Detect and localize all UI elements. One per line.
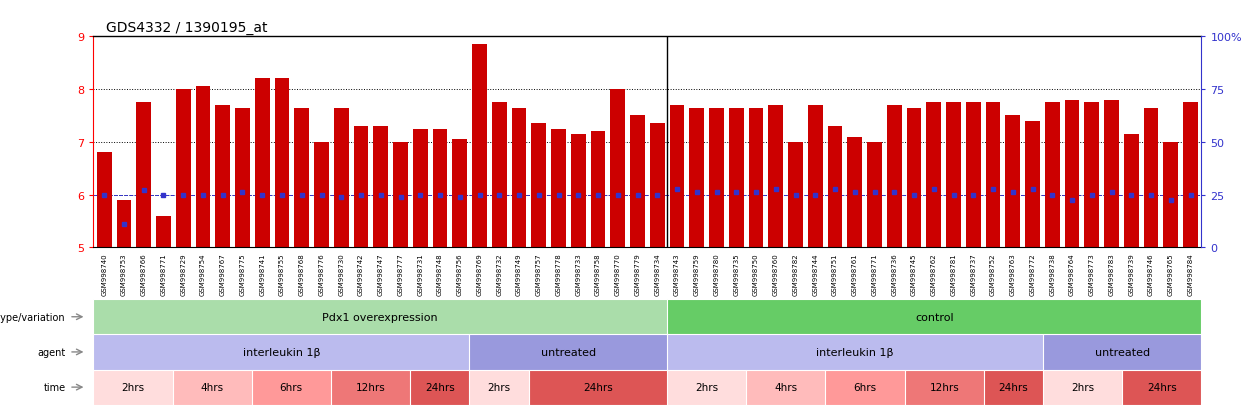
Bar <box>1064 100 1079 248</box>
Bar <box>374 127 388 248</box>
Text: 12hrs: 12hrs <box>356 382 385 392</box>
Bar <box>788 142 803 248</box>
Bar <box>452 140 467 248</box>
Bar <box>1025 121 1040 248</box>
Bar <box>630 116 645 248</box>
Text: interleukin 1β: interleukin 1β <box>817 347 894 357</box>
Bar <box>1084 103 1099 248</box>
Bar <box>986 103 1001 248</box>
Text: GDS4332 / 1390195_at: GDS4332 / 1390195_at <box>106 21 268 35</box>
Bar <box>235 108 250 248</box>
Text: 4hrs: 4hrs <box>200 382 224 392</box>
Text: 4hrs: 4hrs <box>774 382 798 392</box>
Bar <box>275 79 289 248</box>
Text: 6hrs: 6hrs <box>280 382 303 392</box>
Bar <box>1183 103 1198 248</box>
Bar <box>748 108 763 248</box>
Text: 24hrs: 24hrs <box>425 382 454 392</box>
Text: 2hrs: 2hrs <box>695 382 718 392</box>
Text: 24hrs: 24hrs <box>998 382 1028 392</box>
Bar <box>926 103 941 248</box>
Bar <box>610 90 625 248</box>
Bar <box>1045 103 1059 248</box>
Bar <box>728 108 743 248</box>
Bar <box>650 124 665 248</box>
Bar <box>1144 108 1158 248</box>
Bar <box>808 106 823 248</box>
Text: control: control <box>915 312 954 322</box>
Bar <box>867 142 881 248</box>
Bar <box>334 108 349 248</box>
Bar <box>432 129 447 248</box>
Bar <box>137 103 151 248</box>
Bar <box>590 132 605 248</box>
Text: 24hrs: 24hrs <box>583 382 613 392</box>
Bar <box>1006 116 1020 248</box>
Bar <box>472 45 487 248</box>
Bar <box>532 124 547 248</box>
Bar <box>906 108 921 248</box>
Bar <box>710 108 723 248</box>
Bar <box>195 87 210 248</box>
Bar <box>966 103 981 248</box>
Bar <box>314 142 329 248</box>
Bar <box>552 129 566 248</box>
Bar <box>571 135 585 248</box>
Bar <box>97 153 112 248</box>
Bar <box>393 142 408 248</box>
Text: 2hrs: 2hrs <box>1071 382 1094 392</box>
Text: genotype/variation: genotype/variation <box>0 312 66 322</box>
Bar <box>768 106 783 248</box>
Text: Pdx1 overexpression: Pdx1 overexpression <box>322 312 438 322</box>
Text: untreated: untreated <box>540 347 596 357</box>
Bar <box>828 127 843 248</box>
Text: 2hrs: 2hrs <box>121 382 144 392</box>
Bar <box>255 79 270 248</box>
Text: untreated: untreated <box>1094 347 1150 357</box>
Bar <box>117 200 132 248</box>
Bar <box>886 106 901 248</box>
Text: 12hrs: 12hrs <box>929 382 959 392</box>
Bar <box>690 108 705 248</box>
Text: time: time <box>44 382 66 392</box>
Bar <box>946 103 961 248</box>
Bar <box>215 106 230 248</box>
Bar <box>413 129 428 248</box>
Text: 6hrs: 6hrs <box>854 382 876 392</box>
Text: interleukin 1β: interleukin 1β <box>243 347 320 357</box>
Bar <box>1104 100 1119 248</box>
Bar <box>512 108 527 248</box>
Bar <box>176 90 190 248</box>
Bar <box>492 103 507 248</box>
Text: 24hrs: 24hrs <box>1147 382 1177 392</box>
Bar <box>294 108 309 248</box>
Bar <box>156 216 171 248</box>
Bar <box>1163 142 1178 248</box>
Text: 2hrs: 2hrs <box>488 382 510 392</box>
Bar <box>670 106 685 248</box>
Bar <box>848 137 863 248</box>
Bar <box>1124 135 1139 248</box>
Bar <box>354 127 369 248</box>
Text: agent: agent <box>37 347 66 357</box>
